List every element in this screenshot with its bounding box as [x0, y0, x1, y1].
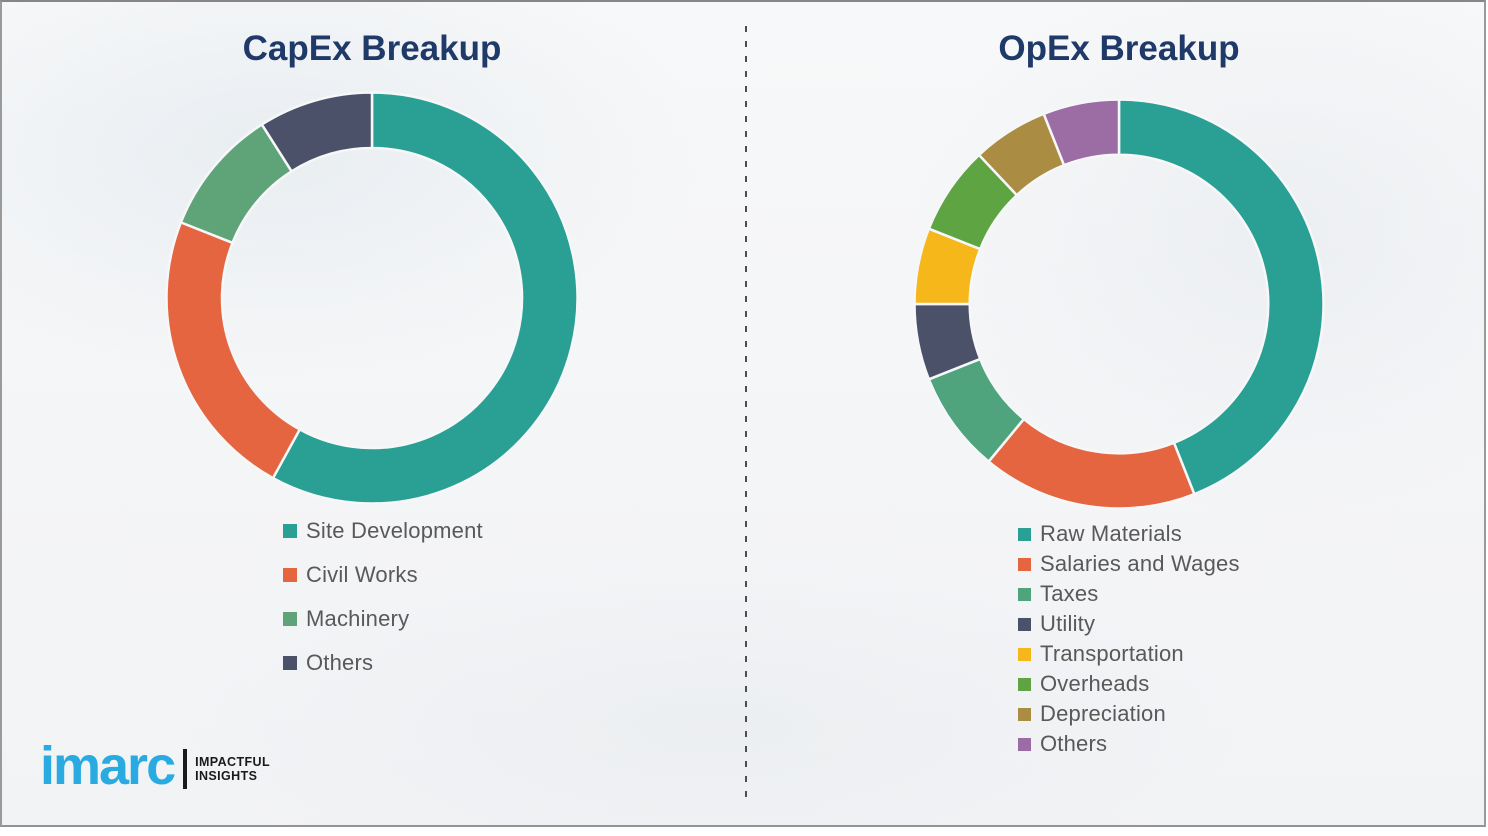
legend-swatch — [1018, 737, 1031, 751]
legend-swatch — [1018, 677, 1031, 691]
legend-swatch — [283, 568, 297, 582]
legend-label: Raw Materials — [1040, 521, 1182, 546]
legend-item: Salaries and Wages — [1018, 549, 1240, 579]
legend-label: Depreciation — [1040, 701, 1166, 726]
vertical-dashed-divider — [745, 26, 747, 798]
legend-item: Site Development — [283, 509, 483, 553]
legend-swatch — [283, 524, 297, 538]
legend-item: Taxes — [1018, 579, 1240, 609]
legend-item: Depreciation — [1018, 699, 1240, 729]
tagline-line-1: IMPACTFUL — [195, 755, 270, 769]
legend-label: Transportation — [1040, 641, 1184, 666]
legend-swatch — [1018, 707, 1031, 721]
imarc-logo-wordmark: imarc — [40, 736, 176, 796]
legend-swatch — [1018, 647, 1031, 661]
legend-swatch — [1018, 557, 1031, 571]
donut-segment-others — [260, 91, 374, 173]
imarc-logo-tagline: IMPACTFUL INSIGHTS — [195, 755, 270, 783]
legend-item: Utility — [1018, 609, 1240, 639]
legend-swatch — [283, 612, 297, 626]
legend-label: Utility — [1040, 611, 1096, 636]
legend-label: Taxes — [1040, 581, 1099, 606]
legend-item: Machinery — [283, 597, 483, 641]
legend-label: Site Development — [306, 518, 483, 543]
legend-label: Overheads — [1040, 671, 1150, 696]
donut-segment-raw-materials — [1117, 98, 1325, 496]
legend-item: Transportation — [1018, 639, 1240, 669]
donut-segment-site-development — [271, 91, 579, 505]
legend-swatch — [1018, 527, 1031, 541]
legend-item: Overheads — [1018, 669, 1240, 699]
legend-label: Salaries and Wages — [1040, 551, 1240, 576]
opex-donut-chart — [913, 98, 1325, 510]
capex-donut-chart — [165, 91, 579, 505]
opex-chart-title: OpEx Breakup — [998, 29, 1240, 68]
capex-chart-title: CapEx Breakup — [242, 29, 502, 68]
donut-segment-civil-works — [165, 221, 301, 480]
donut-segment-others — [1042, 98, 1121, 167]
tagline-line-2: INSIGHTS — [195, 769, 258, 783]
logo-divider-bar — [183, 749, 188, 789]
legend-item: Civil Works — [283, 553, 483, 597]
donut-segment-salaries-and-wages — [987, 417, 1196, 510]
legend-label: Machinery — [306, 606, 410, 631]
opex-legend: Raw Materials Salaries and Wages Taxes Util… — [1018, 519, 1240, 759]
legend-label: Others — [306, 650, 374, 675]
legend-swatch — [283, 656, 297, 670]
legend-item: Raw Materials — [1018, 519, 1240, 549]
legend-label: Civil Works — [306, 562, 418, 587]
capex-legend: Site Development Civil Works Machinery Othe… — [283, 509, 483, 685]
legend-swatch — [1018, 617, 1031, 631]
legend-swatch — [1018, 587, 1031, 601]
imarc-logo: imarc IMPACTFUL INSIGHTS — [40, 737, 270, 793]
legend-label: Others — [1040, 731, 1108, 756]
legend-item: Others — [283, 641, 483, 685]
legend-item: Others — [1018, 729, 1240, 759]
